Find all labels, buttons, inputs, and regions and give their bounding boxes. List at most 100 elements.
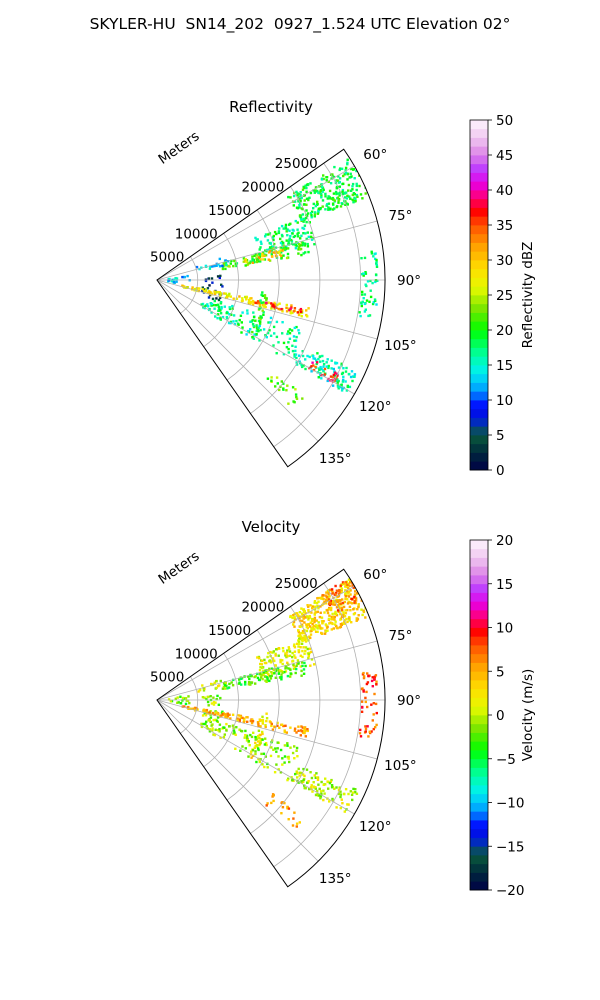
echo-pixel — [219, 312, 223, 315]
colorbar-swatch — [470, 688, 488, 698]
radar-echo-field — [167, 158, 379, 405]
echo-pixel — [295, 664, 298, 667]
echo-pixel — [204, 288, 208, 291]
echo-pixel — [206, 727, 209, 730]
echo-pixel — [295, 335, 298, 339]
echo-pixel — [301, 354, 305, 358]
echo-region-12 — [265, 793, 301, 828]
echo-pixel — [251, 303, 255, 306]
echo-pixel — [281, 332, 284, 335]
echo-pixel — [301, 619, 304, 623]
echo-pixel — [361, 293, 364, 296]
echo-pixel — [258, 736, 261, 740]
range-ring — [250, 186, 321, 414]
echo-pixel — [337, 192, 340, 195]
echo-pixel — [305, 220, 308, 224]
echo-pixel — [307, 250, 310, 254]
echo-pixel — [300, 315, 303, 318]
echo-pixel — [360, 257, 363, 260]
echo-pixel — [221, 710, 224, 713]
echo-pixel — [207, 305, 210, 308]
echo-pixel — [201, 288, 204, 291]
echo-pixel — [299, 646, 302, 649]
echo-pixel — [266, 766, 269, 769]
echo-pixel — [267, 674, 271, 677]
echo-pixel — [346, 385, 349, 389]
echo-pixel — [263, 258, 267, 261]
echo-pixel — [349, 601, 352, 604]
echo-pixel — [213, 264, 216, 268]
colorbar-label: Reflectivity dBZ — [520, 242, 536, 349]
echo-pixel — [346, 602, 350, 605]
echo-pixel — [353, 599, 356, 603]
echo-pixel — [278, 726, 281, 729]
echo-pixel — [374, 702, 378, 706]
echo-pixel — [293, 727, 297, 730]
echo-pixel — [282, 724, 285, 728]
colorbar-swatch — [470, 846, 488, 856]
echo-pixel — [332, 192, 336, 195]
echo-pixel — [253, 254, 256, 257]
echo-pixel — [317, 357, 320, 361]
echo-pixel — [272, 251, 275, 254]
echo-pixel — [204, 304, 208, 307]
echo-pixel — [267, 258, 270, 261]
echo-pixel — [207, 704, 210, 707]
echo-pixel — [265, 743, 268, 747]
echo-pixel — [344, 380, 347, 383]
echo-pixel — [302, 610, 306, 614]
echo-pixel — [295, 825, 298, 828]
echo-pixel — [295, 749, 298, 752]
echo-pixel — [270, 307, 273, 310]
echo-pixel — [205, 725, 208, 728]
echo-pixel — [293, 757, 296, 760]
echo-pixel — [213, 299, 216, 303]
echo-pixel — [282, 341, 286, 345]
echo-pixel — [325, 179, 328, 182]
echo-pixel — [333, 165, 336, 169]
echo-pixel — [299, 199, 302, 203]
echo-pixel — [319, 207, 322, 210]
echo-pixel — [315, 362, 318, 366]
echo-pixel — [255, 744, 259, 747]
echo-pixel — [217, 298, 221, 302]
echo-pixel — [215, 698, 218, 701]
echo-pixel — [349, 609, 352, 612]
colorbar-swatch — [470, 277, 488, 287]
echo-pixel — [300, 637, 303, 640]
echo-pixel — [233, 323, 237, 326]
echo-region-4 — [197, 679, 227, 693]
echo-pixel — [288, 654, 292, 657]
echo-pixel — [364, 308, 367, 311]
echo-pixel — [326, 203, 329, 206]
echo-pixel — [281, 235, 284, 238]
echo-pixel — [238, 728, 241, 731]
echo-pixel — [278, 388, 281, 392]
colorbar-tick-label: 20 — [496, 533, 513, 549]
echo-pixel — [292, 614, 295, 617]
echo-pixel — [319, 797, 322, 800]
echo-pixel — [292, 623, 295, 626]
echo-pixel — [232, 729, 236, 732]
echo-pixel — [304, 232, 307, 235]
echo-pixel — [218, 291, 221, 294]
echo-pixel — [261, 763, 264, 766]
echo-pixel — [285, 346, 289, 349]
echo-pixel — [254, 735, 257, 739]
echo-pixel — [316, 212, 320, 215]
echo-pixel — [300, 771, 303, 775]
echo-pixel — [300, 781, 304, 784]
colorbar-swatch — [470, 365, 488, 375]
echo-pixel — [283, 744, 287, 747]
echo-pixel — [280, 256, 283, 259]
echo-pixel — [223, 684, 227, 687]
echo-pixel — [303, 661, 306, 665]
echo-pixel — [285, 239, 288, 242]
echo-pixel — [232, 320, 235, 323]
echo-pixel — [288, 223, 291, 226]
echo-pixel — [231, 307, 234, 310]
echo-pixel — [340, 383, 343, 386]
echo-pixel — [280, 675, 283, 679]
echo-pixel — [299, 310, 303, 313]
echo-pixel — [230, 681, 233, 684]
